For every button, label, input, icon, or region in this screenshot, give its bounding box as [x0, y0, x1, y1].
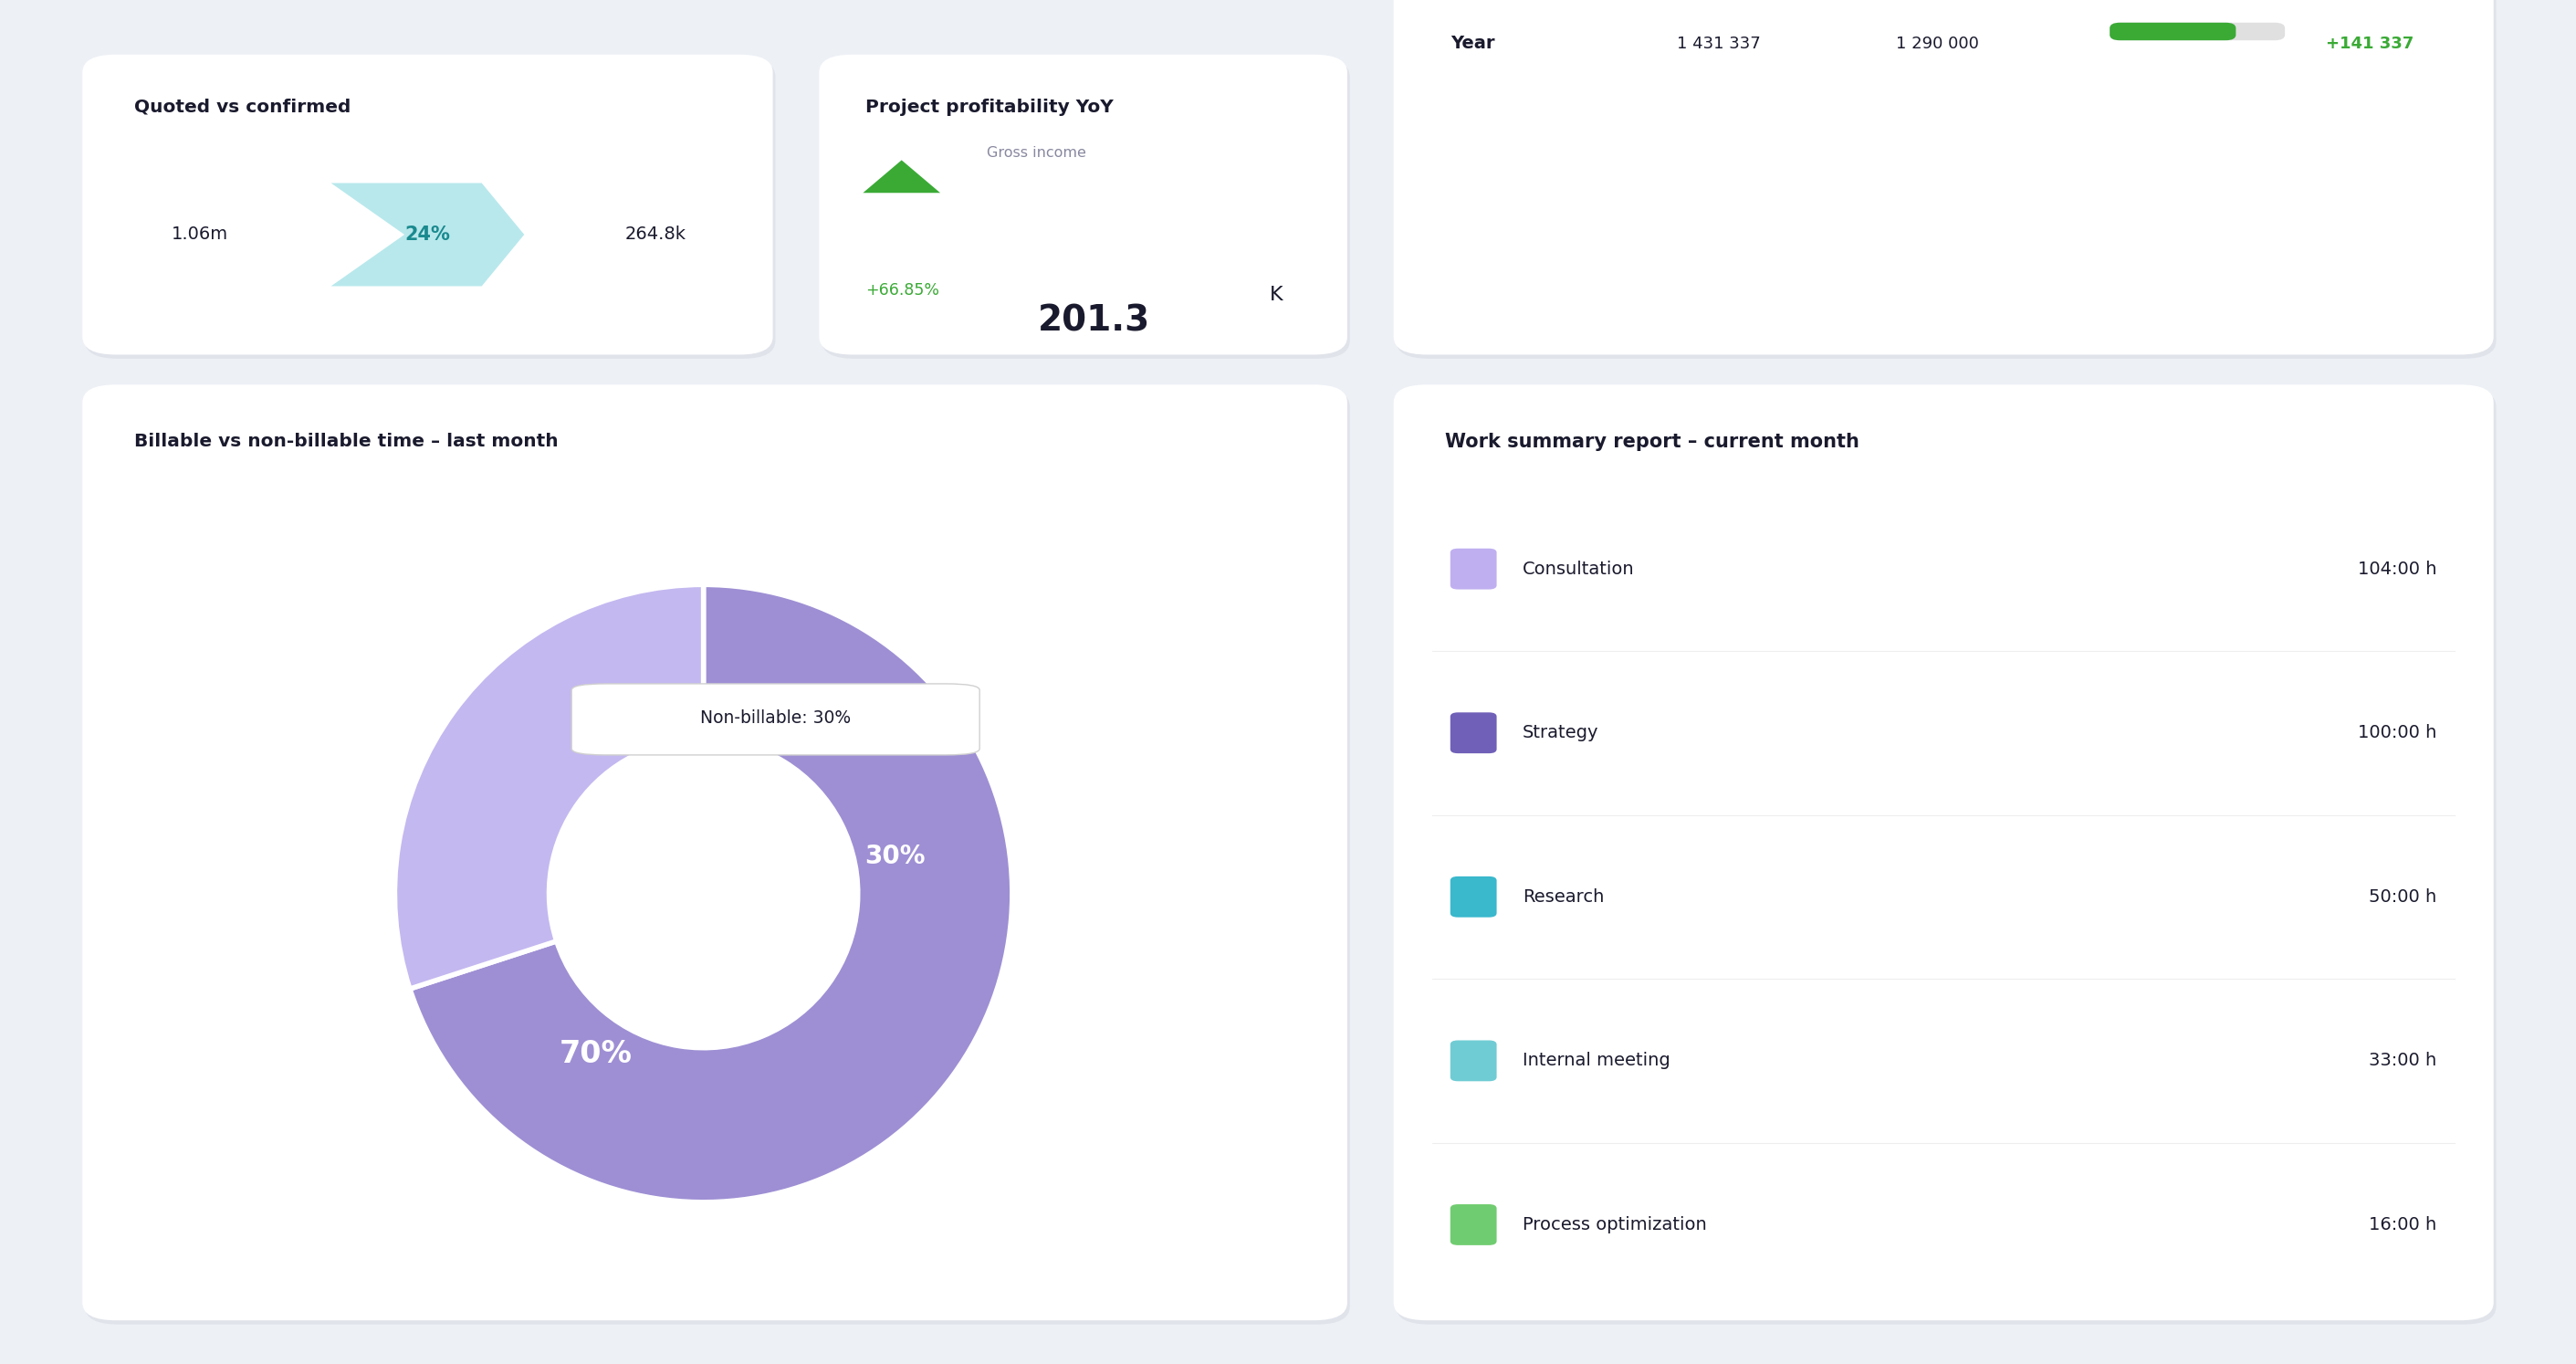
Text: Non-billable: 30%: Non-billable: 30% [701, 709, 850, 727]
FancyBboxPatch shape [85, 389, 1350, 1324]
FancyBboxPatch shape [2110, 23, 2236, 41]
Text: 1.06m: 1.06m [173, 226, 229, 243]
Text: Gross income: Gross income [987, 146, 1087, 160]
Wedge shape [410, 585, 1012, 1202]
Text: Quoted vs confirmed: Quoted vs confirmed [134, 98, 350, 116]
Text: 16:00 h: 16:00 h [2370, 1217, 2437, 1233]
FancyBboxPatch shape [1394, 385, 2494, 1320]
FancyBboxPatch shape [819, 55, 1347, 355]
Text: 264.8k: 264.8k [626, 226, 685, 243]
Text: Consultation: Consultation [1522, 561, 1633, 577]
Text: +66.85%: +66.85% [866, 282, 940, 299]
FancyBboxPatch shape [1394, 0, 2494, 355]
Text: Process optimization: Process optimization [1522, 1217, 1705, 1233]
FancyBboxPatch shape [82, 55, 773, 355]
FancyBboxPatch shape [1396, 389, 2496, 1324]
Text: 33:00 h: 33:00 h [2370, 1052, 2437, 1069]
FancyBboxPatch shape [1450, 1041, 1497, 1082]
Text: 100:00 h: 100:00 h [2357, 724, 2437, 742]
FancyBboxPatch shape [1396, 0, 2496, 359]
Polygon shape [330, 183, 526, 286]
Text: Strategy: Strategy [1522, 724, 1600, 742]
Text: K: K [1270, 286, 1283, 304]
FancyBboxPatch shape [822, 59, 1350, 359]
FancyBboxPatch shape [1450, 1204, 1497, 1245]
Text: 1 290 000: 1 290 000 [1896, 35, 1978, 52]
Text: 50:00 h: 50:00 h [2370, 888, 2437, 906]
Text: Research: Research [1522, 888, 1605, 906]
FancyBboxPatch shape [82, 385, 1347, 1320]
Text: 104:00 h: 104:00 h [2357, 561, 2437, 577]
Text: Project profitability YoY: Project profitability YoY [866, 98, 1113, 116]
FancyBboxPatch shape [2110, 23, 2285, 41]
Polygon shape [863, 160, 940, 192]
Text: +141 337: +141 337 [2326, 35, 2414, 52]
Text: 70%: 70% [559, 1039, 631, 1069]
Text: Year: Year [1450, 35, 1494, 52]
Text: Work summary report – current month: Work summary report – current month [1445, 432, 1860, 450]
Text: 30%: 30% [866, 843, 925, 869]
Text: 24%: 24% [404, 225, 451, 244]
FancyBboxPatch shape [1450, 548, 1497, 589]
Text: 1 431 337: 1 431 337 [1677, 35, 1762, 52]
FancyBboxPatch shape [572, 683, 979, 756]
Text: Internal meeting: Internal meeting [1522, 1052, 1669, 1069]
FancyBboxPatch shape [85, 59, 775, 359]
FancyBboxPatch shape [1450, 877, 1497, 917]
Wedge shape [394, 585, 703, 989]
Text: 201.3: 201.3 [1038, 303, 1151, 338]
FancyBboxPatch shape [1450, 712, 1497, 753]
Text: Billable vs non-billable time – last month: Billable vs non-billable time – last mon… [134, 432, 559, 450]
